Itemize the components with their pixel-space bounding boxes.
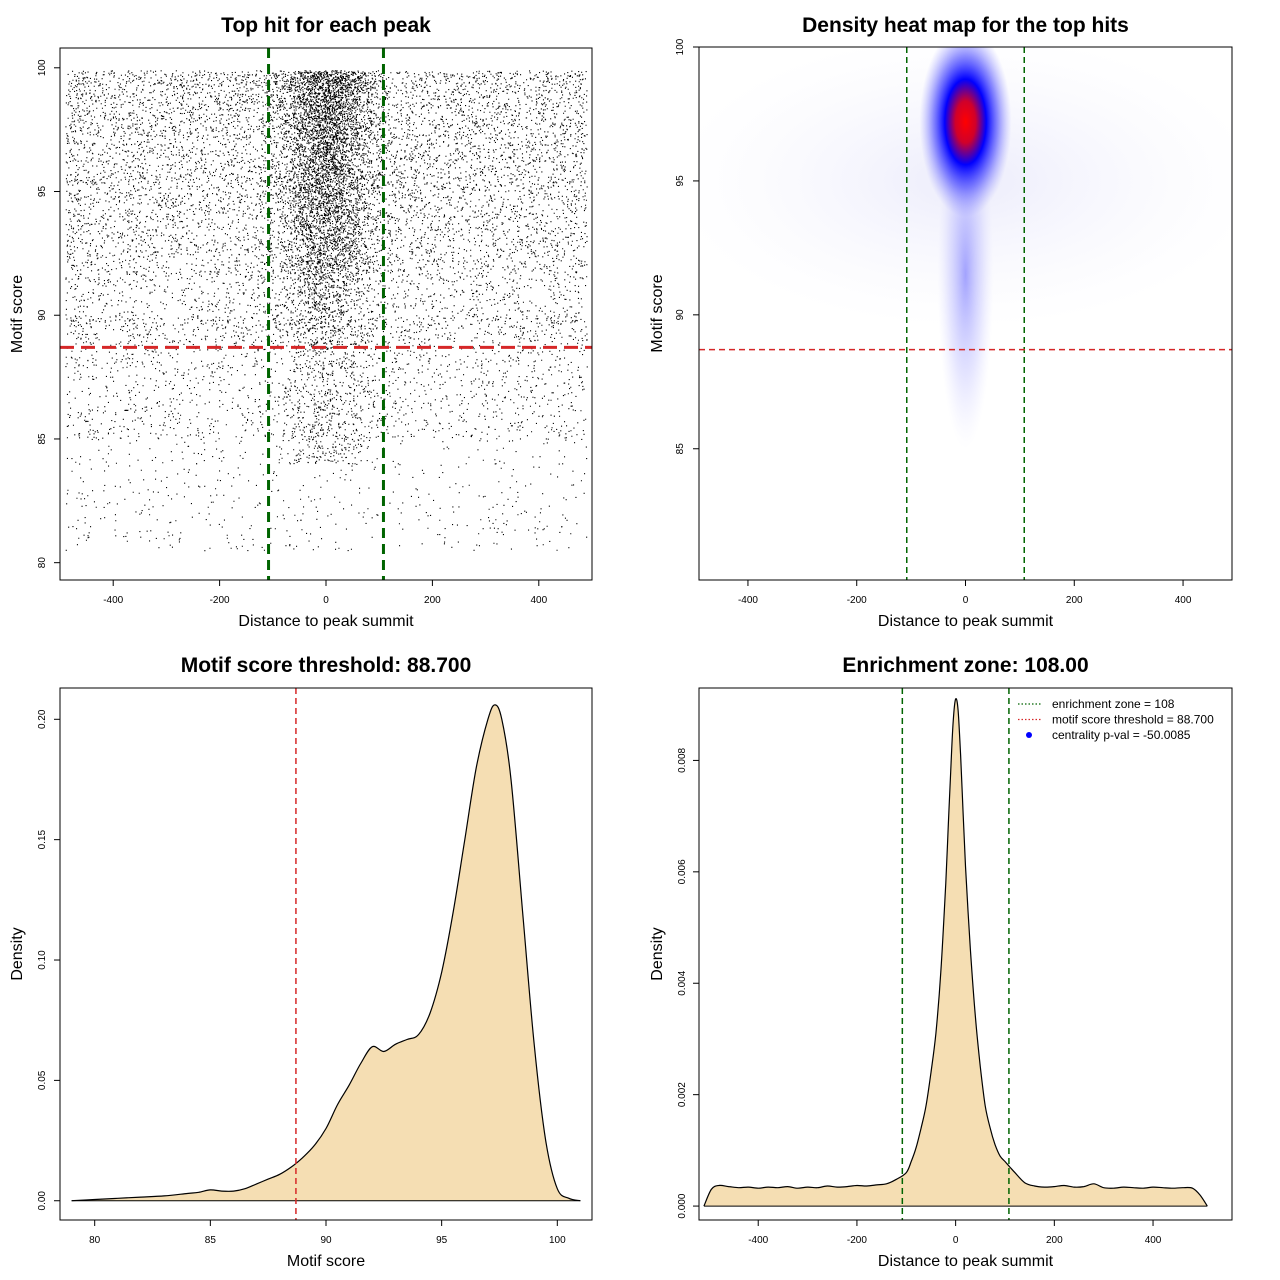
y-tick-label-scatter: 100 [37, 59, 48, 76]
y-tick-label-score_density: 0.05 [37, 1070, 48, 1090]
y-tick-label-score_density: 0.10 [37, 950, 48, 970]
density-curve-score_density [71, 704, 581, 1202]
heatmap-layer [699, 47, 1232, 580]
x-tick-label-heatmap: -200 [847, 595, 867, 606]
x-tick-label-scatter: 200 [424, 595, 441, 606]
x-tick-label-scatter: -200 [210, 595, 230, 606]
x-tick-label-scatter: -400 [103, 595, 123, 606]
legend-point-marker [1026, 732, 1032, 738]
x-axis-label-heatmap: Distance to peak summit [878, 613, 1054, 630]
y-tick-label-scatter: 85 [37, 433, 48, 445]
x-axis-label-distance_density: Distance to peak summit [878, 1253, 1054, 1270]
y-tick-label-heatmap: 100 [675, 38, 686, 55]
legend-entry: motif score threshold = 88.700 [1052, 713, 1214, 727]
x-tick-label-heatmap: 200 [1066, 595, 1083, 606]
y-tick-label-score_density: 0.00 [37, 1191, 48, 1211]
scatter-points [65, 70, 588, 552]
y-tick-label-score_density: 0.15 [37, 829, 48, 849]
plot-border-distance_density [698, 687, 1233, 1221]
x-tick-label-distance_density: 200 [1046, 1235, 1063, 1246]
y-axis-label-scatter: Motif score [9, 275, 26, 353]
y-tick-label-scatter: 95 [37, 186, 48, 198]
y-axis-label-distance_density: Density [649, 927, 666, 980]
x-tick-label-distance_density: 0 [953, 1235, 959, 1246]
chart-title-scatter: Top hit for each peak [221, 14, 431, 37]
x-tick-label-score_density: 95 [436, 1235, 448, 1246]
y-tick-label-scatter: 80 [37, 557, 48, 569]
chart-title-score_density: Motif score threshold: 88.700 [181, 654, 472, 677]
y-tick-label-distance_density: 0.006 [677, 859, 688, 884]
heatmap-hotspot [919, 47, 1012, 217]
x-tick-label-distance_density: -200 [847, 1235, 867, 1246]
panel-distance_density: Enrichment zone: 108.00 Distance to peak … [649, 654, 1233, 1270]
plot-border-score_density [59, 687, 593, 1221]
y-axis-label-heatmap: Motif score [649, 274, 666, 352]
density-curve-distance_density [703, 698, 1208, 1207]
y-tick-label-score_density: 0.20 [37, 709, 48, 729]
plot-border-scatter [59, 47, 593, 581]
x-tick-label-heatmap: 0 [963, 595, 969, 606]
y-axis-label-score_density: Density [9, 927, 26, 980]
legend: enrichment zone = 108 motif score thresho… [1018, 697, 1214, 742]
panel-score_density: Motif score threshold: 88.700 Motif score… [9, 654, 593, 1270]
y-tick-label-distance_density: 0.000 [677, 1193, 688, 1218]
legend-entry: enrichment zone = 108 [1052, 697, 1175, 711]
chart-title-heatmap: Density heat map for the top hits [802, 14, 1129, 37]
scatter-point-cloud [65, 70, 588, 552]
y-tick-label-distance_density: 0.008 [677, 747, 688, 772]
y-tick-label-distance_density: 0.004 [677, 970, 688, 995]
panel-heatmap: Density heat map for the top hits Distanc… [649, 14, 1233, 630]
x-tick-label-score_density: 90 [320, 1235, 332, 1246]
chart-title-distance_density: Enrichment zone: 108.00 [842, 654, 1088, 677]
y-tick-label-heatmap: 85 [675, 443, 686, 455]
x-axis-label-scatter: Distance to peak summit [238, 613, 414, 630]
y-tick-label-heatmap: 95 [675, 175, 686, 187]
x-tick-label-distance_density: 400 [1145, 1235, 1162, 1246]
y-tick-label-distance_density: 0.002 [677, 1082, 688, 1107]
x-tick-label-heatmap: -400 [738, 595, 758, 606]
x-axis-label-score_density: Motif score [287, 1253, 365, 1270]
density-area-score_density [71, 704, 581, 1201]
plot-border-heatmap [698, 46, 1233, 581]
density-area-distance_density [703, 698, 1208, 1207]
x-tick-label-heatmap: 400 [1175, 595, 1192, 606]
x-tick-label-scatter: 0 [323, 595, 329, 606]
panel-scatter: Top hit for each peak Distance to peak su… [9, 14, 593, 630]
x-tick-label-score_density: 85 [205, 1235, 217, 1246]
x-tick-label-score_density: 80 [89, 1235, 101, 1246]
x-tick-label-score_density: 100 [549, 1235, 566, 1246]
x-tick-label-distance_density: -400 [748, 1235, 768, 1246]
legend-entry: centrality p-val = -50.0085 [1052, 728, 1191, 742]
y-tick-label-scatter: 90 [37, 309, 48, 321]
y-tick-label-heatmap: 90 [675, 309, 686, 321]
x-tick-label-scatter: 400 [530, 595, 547, 606]
